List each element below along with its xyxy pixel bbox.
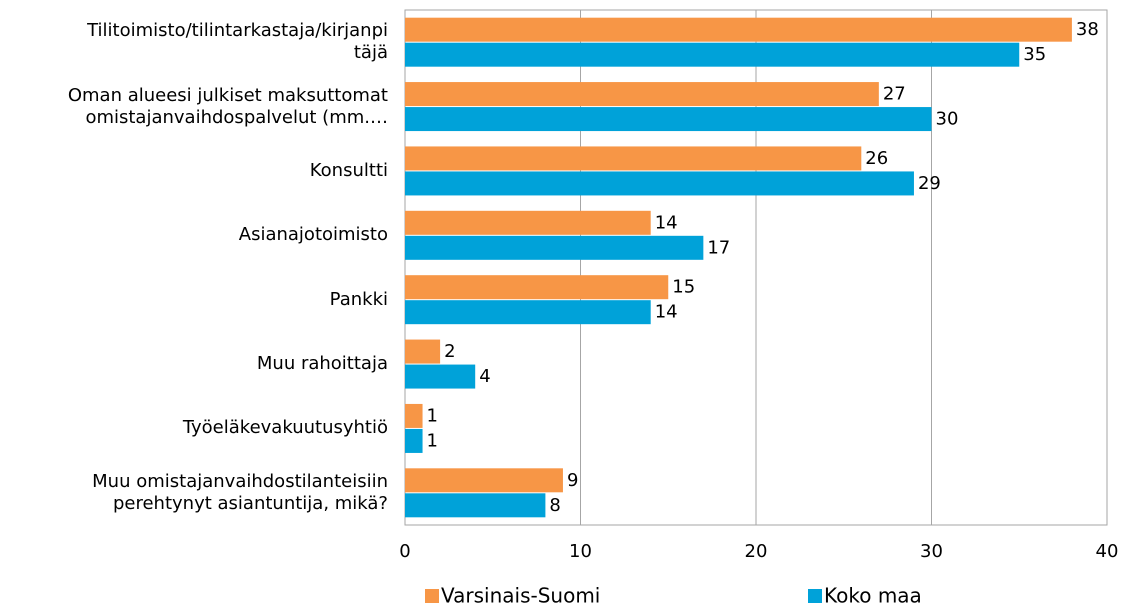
bar xyxy=(405,339,441,364)
bar xyxy=(405,428,423,453)
data-label: 17 xyxy=(707,237,730,258)
legend-label: Varsinais-Suomi xyxy=(441,584,600,608)
category-label: Konsultti xyxy=(309,159,388,181)
category-label: Tilitoimisto/tilintarkastaja/kirjanpi tä… xyxy=(87,20,388,64)
legend-label: Koko maa xyxy=(824,584,922,608)
bar xyxy=(405,468,563,493)
data-label: 4 xyxy=(479,366,490,387)
bar xyxy=(405,17,1072,42)
data-label: 14 xyxy=(655,302,678,323)
data-label: 15 xyxy=(672,277,695,298)
legend-swatch xyxy=(425,589,439,603)
bar xyxy=(405,82,879,107)
bar xyxy=(405,42,1020,67)
x-tick-label: 10 xyxy=(569,541,592,562)
data-label: 27 xyxy=(883,84,906,105)
data-label: 35 xyxy=(1023,44,1046,65)
data-label: 38 xyxy=(1076,19,1099,40)
bar xyxy=(405,171,914,196)
bar xyxy=(405,146,862,171)
bar xyxy=(405,107,932,132)
category-label: Työeläkevakuutusyhtiö xyxy=(182,417,388,439)
data-label: 29 xyxy=(918,173,941,194)
category-label: Oman alueesi julkiset maksuttomat omista… xyxy=(67,84,388,128)
x-tick-label: 20 xyxy=(745,541,768,562)
category-label: Pankki xyxy=(329,288,388,310)
legend-swatch xyxy=(808,589,822,603)
x-tick-label: 30 xyxy=(920,541,943,562)
bar xyxy=(405,364,476,389)
bar xyxy=(405,403,423,428)
bar xyxy=(405,210,651,235)
category-label: Muu omistajanvaihdostilanteisiin perehty… xyxy=(92,470,388,514)
category-label: Muu rahoittaja xyxy=(256,353,388,375)
bar xyxy=(405,235,704,260)
data-label: 1 xyxy=(427,405,438,426)
data-label: 30 xyxy=(936,109,959,130)
data-label: 2 xyxy=(444,341,455,362)
data-label: 14 xyxy=(655,212,678,233)
x-tick-label: 40 xyxy=(1096,541,1119,562)
category-label: Asianajotoimisto xyxy=(238,224,388,246)
x-tick-label: 0 xyxy=(399,541,410,562)
data-label: 8 xyxy=(549,495,560,516)
bar xyxy=(405,493,546,518)
bar xyxy=(405,275,669,300)
bar xyxy=(405,300,651,325)
data-label: 9 xyxy=(567,470,578,491)
data-label: 26 xyxy=(865,148,888,169)
data-label: 1 xyxy=(427,430,438,451)
